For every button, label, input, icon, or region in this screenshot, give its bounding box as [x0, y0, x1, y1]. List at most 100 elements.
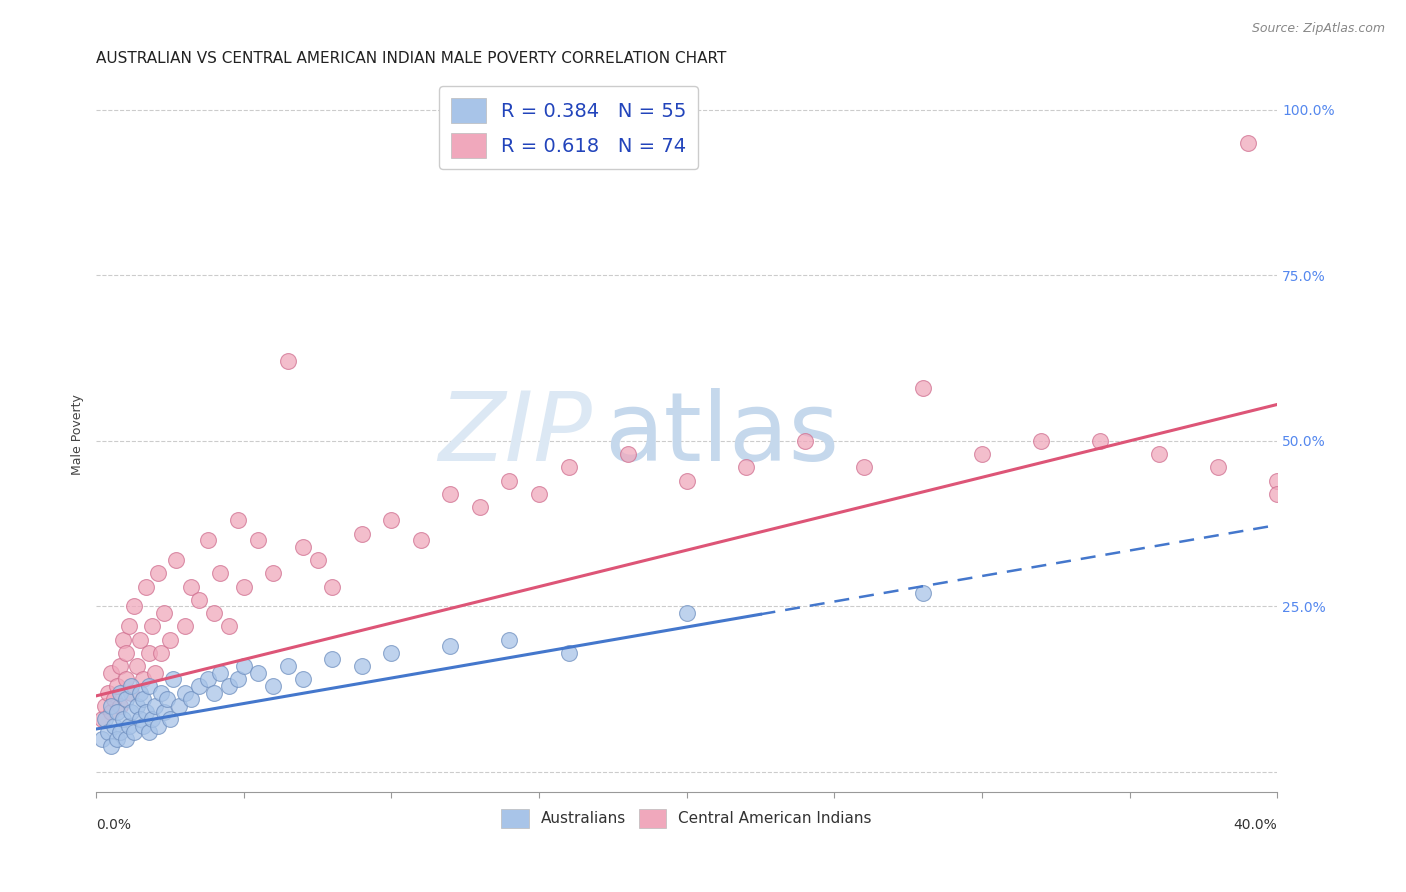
Point	[117, 719, 139, 733]
Point	[105, 731, 128, 746]
Point	[527, 487, 550, 501]
Point	[180, 580, 202, 594]
Text: 0.0%: 0.0%	[96, 819, 131, 832]
Point	[141, 712, 163, 726]
Point	[380, 646, 402, 660]
Point	[1147, 447, 1170, 461]
Point	[97, 725, 120, 739]
Point	[498, 474, 520, 488]
Point	[247, 665, 270, 680]
Point	[1236, 136, 1258, 150]
Point	[277, 354, 299, 368]
Point	[150, 685, 173, 699]
Point	[121, 679, 143, 693]
Point	[105, 706, 128, 720]
Point	[135, 706, 157, 720]
Point	[852, 460, 875, 475]
Point	[675, 474, 697, 488]
Point	[167, 698, 190, 713]
Point	[94, 712, 117, 726]
Point	[350, 526, 373, 541]
Point	[226, 673, 249, 687]
Point	[114, 692, 136, 706]
Point	[675, 606, 697, 620]
Point	[129, 685, 152, 699]
Point	[100, 739, 122, 753]
Point	[1265, 474, 1288, 488]
Point	[146, 566, 169, 581]
Point	[153, 606, 176, 620]
Point	[173, 685, 195, 699]
Point	[97, 685, 120, 699]
Point	[108, 659, 131, 673]
Point	[114, 673, 136, 687]
Point	[111, 632, 134, 647]
Point	[138, 725, 160, 739]
Point	[132, 673, 155, 687]
Point	[91, 731, 114, 746]
Point	[124, 725, 146, 739]
Y-axis label: Male Poverty: Male Poverty	[72, 394, 84, 475]
Point	[307, 553, 329, 567]
Point	[911, 381, 934, 395]
Point	[202, 685, 225, 699]
Point	[498, 632, 520, 647]
Point	[262, 566, 284, 581]
Point	[380, 513, 402, 527]
Point	[209, 665, 232, 680]
Point	[291, 673, 314, 687]
Point	[209, 566, 232, 581]
Point	[127, 659, 149, 673]
Point	[138, 646, 160, 660]
Point	[1206, 460, 1229, 475]
Point	[156, 692, 179, 706]
Legend: Australians, Central American Indians: Australians, Central American Indians	[495, 803, 877, 834]
Point	[173, 619, 195, 633]
Text: ZIP: ZIP	[439, 388, 592, 481]
Point	[165, 553, 187, 567]
Point	[108, 725, 131, 739]
Point	[100, 665, 122, 680]
Point	[793, 434, 815, 448]
Point	[132, 719, 155, 733]
Point	[439, 639, 461, 653]
Text: Source: ZipAtlas.com: Source: ZipAtlas.com	[1251, 22, 1385, 36]
Point	[138, 679, 160, 693]
Point	[1265, 487, 1288, 501]
Point	[114, 731, 136, 746]
Point	[108, 685, 131, 699]
Point	[103, 719, 125, 733]
Point	[100, 698, 122, 713]
Point	[232, 659, 254, 673]
Point	[91, 712, 114, 726]
Point	[153, 706, 176, 720]
Point	[218, 679, 240, 693]
Point	[146, 719, 169, 733]
Point	[121, 706, 143, 720]
Point	[94, 698, 117, 713]
Point	[127, 698, 149, 713]
Point	[143, 698, 166, 713]
Point	[277, 659, 299, 673]
Point	[150, 646, 173, 660]
Point	[129, 632, 152, 647]
Point	[197, 673, 219, 687]
Point	[159, 712, 181, 726]
Point	[350, 659, 373, 673]
Point	[143, 665, 166, 680]
Point	[188, 592, 211, 607]
Point	[135, 580, 157, 594]
Point	[911, 586, 934, 600]
Point	[468, 500, 491, 515]
Point	[232, 580, 254, 594]
Point	[105, 679, 128, 693]
Point	[970, 447, 993, 461]
Point	[557, 646, 579, 660]
Text: AUSTRALIAN VS CENTRAL AMERICAN INDIAN MALE POVERTY CORRELATION CHART: AUSTRALIAN VS CENTRAL AMERICAN INDIAN MA…	[96, 51, 727, 66]
Point	[557, 460, 579, 475]
Point	[188, 679, 211, 693]
Point	[124, 599, 146, 614]
Text: 40.0%: 40.0%	[1233, 819, 1277, 832]
Point	[202, 606, 225, 620]
Point	[247, 533, 270, 548]
